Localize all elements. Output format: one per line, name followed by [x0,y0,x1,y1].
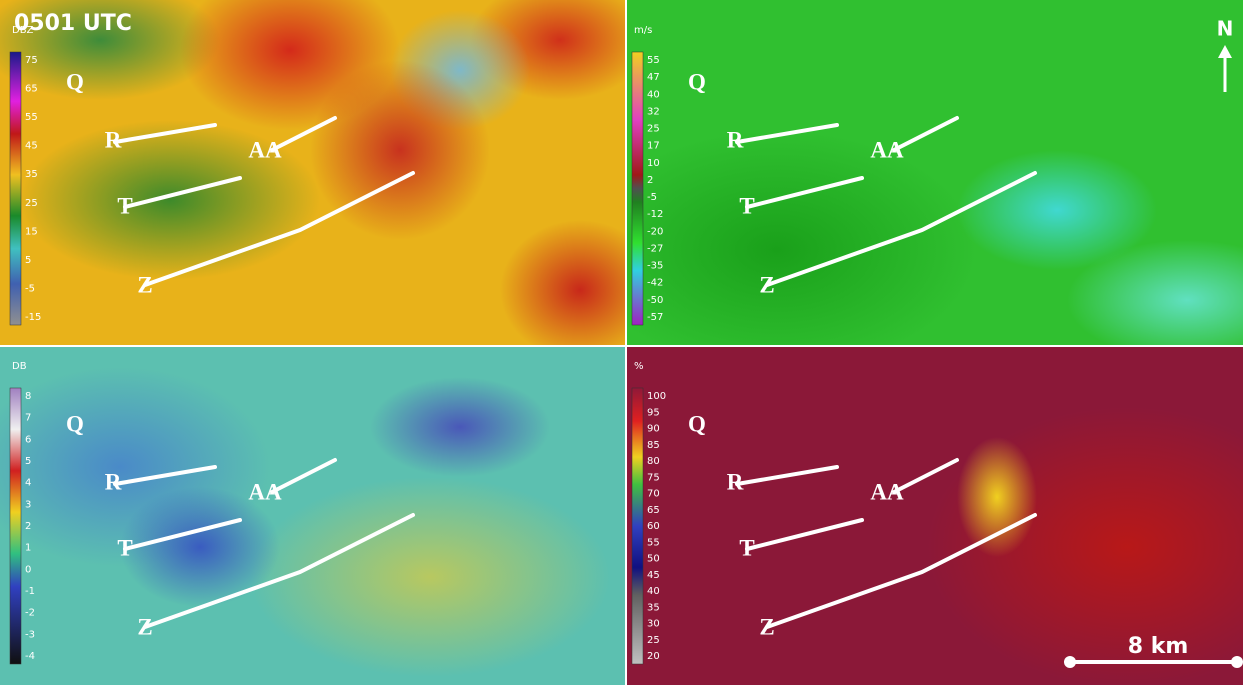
colorbar-label: 5 [25,456,31,467]
track-line [115,125,215,142]
colorbar-label: 65 [647,505,660,516]
colorbar-label: -27 [647,243,663,254]
north-label: N [1217,17,1234,41]
track-label: R [727,469,744,494]
colorbar-label: 6 [25,434,31,445]
colorbar-label: -12 [647,209,663,220]
colorbar-label: 32 [647,106,660,117]
colorbar-label: 0 [25,564,31,575]
track-label: Z [137,272,152,297]
colorbar-label: -5 [647,192,657,203]
colorbar-label: 35 [647,602,660,613]
track-label: T [117,193,132,218]
colorbar-label: 1 [25,543,31,554]
track-line [737,125,837,142]
colorbar-label: 55 [647,537,660,548]
colorbar-label: 70 [647,489,660,500]
colorbar-label: 80 [647,456,660,467]
track-line [125,178,240,207]
colorbar-label: 90 [647,424,660,435]
colorbar-label: 3 [25,499,31,510]
track-label: Q [66,69,84,94]
colorbar [10,52,21,325]
scale-label: 8 km [1128,634,1189,659]
colorbar-label: 25 [25,198,38,209]
colorbar-label: -4 [25,651,35,662]
track-line [737,467,837,484]
colorbar-label: -3 [25,629,35,640]
track-label: Z [137,614,152,639]
colorbar-label: 47 [647,72,660,83]
track-label: T [117,535,132,560]
track-label: Q [688,69,706,94]
north-arrowhead [1218,45,1232,58]
track-label: R [105,469,122,494]
colorbar-label: -20 [647,226,663,237]
track-line [747,520,862,549]
colorbar-label: 40 [647,586,660,597]
colorbar-label: -35 [647,261,663,272]
track-label: R [105,127,122,152]
track-label: Z [759,614,774,639]
colorbar-label: 25 [647,635,660,646]
colorbar-label: 17 [647,141,660,152]
colorbar-label: -42 [647,278,663,289]
track-label: Z [759,272,774,297]
track-label: T [739,193,754,218]
colorbar-label: 55 [647,55,660,66]
colorbar-label: 45 [647,570,660,581]
track-line [115,467,215,484]
colorbar [10,388,21,664]
colorbar-label: -1 [25,586,35,597]
track-label: AA [870,479,904,504]
track-line [747,178,862,207]
colorbar-label: 2 [647,175,653,186]
track-label: AA [248,137,282,162]
colorbar-label: 75 [647,472,660,483]
colorbar-label: 7 [25,413,31,424]
colorbar-label: -57 [647,312,663,323]
colorbar-label: 85 [647,440,660,451]
colorbar-label: -50 [647,295,663,306]
colorbar [632,52,643,325]
colorbar-label: 10 [647,158,660,169]
colorbar-label: 60 [647,521,660,532]
colorbar-label: -15 [25,312,41,323]
colorbar-label: 30 [647,619,660,630]
scale-end [1064,656,1076,668]
colorbar [632,388,643,664]
colorbar-label: -5 [25,283,35,294]
colorbar-label: 20 [647,651,660,662]
colorbar-label: 5 [25,255,31,266]
colorbar-label: 15 [25,226,38,237]
overlay: 0501 UTC N 8 km DBZ756555453525155-5-15Q… [0,0,1243,685]
colorbar-label: 2 [25,521,31,532]
colorbar-label: 75 [25,55,38,66]
scale-end [1231,656,1243,668]
track-label: Q [66,411,84,436]
unit-label: % [634,361,644,372]
unit-label: m/s [634,25,652,36]
track-label: T [739,535,754,560]
colorbar-label: 4 [25,478,31,489]
colorbar-label: 45 [25,141,38,152]
radar-figure: 0501 UTC N 8 km DBZ756555453525155-5-15Q… [0,0,1243,685]
colorbar-label: 95 [647,407,660,418]
colorbar-label: 55 [25,112,38,123]
colorbar-label: 50 [647,554,660,565]
track-label: AA [870,137,904,162]
colorbar-label: 8 [25,391,31,402]
track-label: AA [248,479,282,504]
unit-label: DB [12,361,27,372]
track-label: Q [688,411,706,436]
unit-label: DBZ [12,25,34,36]
colorbar-label: 65 [25,84,38,95]
colorbar-label: -2 [25,608,35,619]
track-line [125,520,240,549]
colorbar-label: 35 [25,169,38,180]
colorbar-label: 25 [647,124,660,135]
colorbar-label: 100 [647,391,666,402]
colorbar-label: 40 [647,89,660,100]
track-label: R [727,127,744,152]
